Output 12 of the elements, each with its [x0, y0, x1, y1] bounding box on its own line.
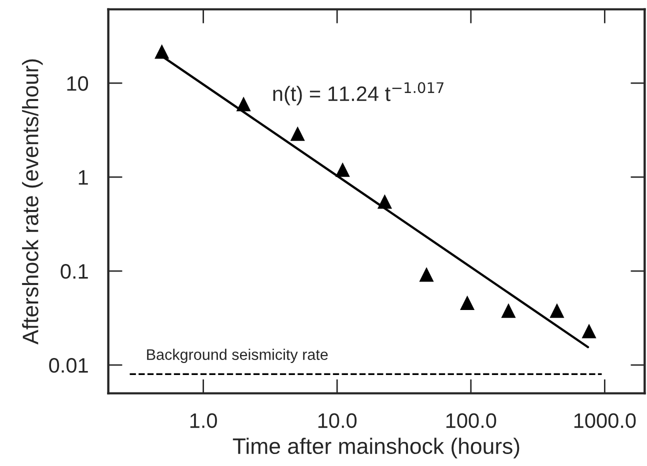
y-axis-title: Aftershock rate (events/hour)	[22, 59, 43, 345]
x-tick-label: 1.0	[190, 413, 217, 428]
y-tick-label: 0.01	[49, 358, 88, 373]
y-tick-label: 10	[67, 76, 88, 91]
ref-line-label: Background seismicity rate	[147, 348, 328, 364]
x-axis-title: Time after mainshock (hours)	[232, 438, 520, 458]
x-tick-label: 100.0	[446, 413, 496, 428]
y-tick-label: 1	[78, 170, 88, 185]
y-tick-label: 0.1	[60, 264, 88, 279]
x-tick-label: 1000.0	[574, 413, 636, 428]
x-tick-label: 10.0	[318, 413, 357, 428]
annotation: n(t) = 11.24 t$^{−1.017}$	[273, 82, 444, 106]
